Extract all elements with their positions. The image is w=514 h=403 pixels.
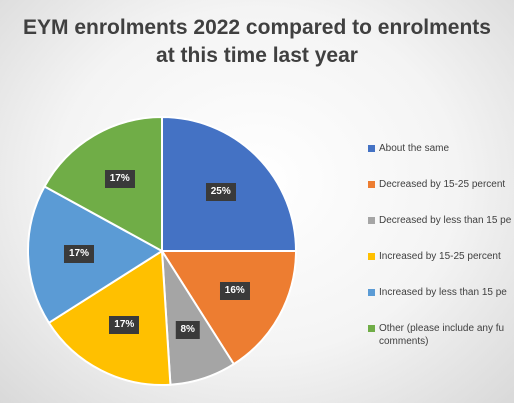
legend-label-5: Other (please include any fu comments) <box>379 323 505 347</box>
legend-item-1: Decreased by 15-25 percent <box>368 178 505 191</box>
data-label-3: 17% <box>109 316 140 335</box>
legend: About the same Decreased by 15-25 percent… <box>368 142 514 358</box>
chart-title: EYM enrolments 2022 compared to enrolmen… <box>0 14 514 70</box>
pie-slice-4 <box>27 185 164 325</box>
data-label-1: 16% <box>219 282 250 301</box>
legend-item-5: Other (please include any fu comments) <box>368 322 504 348</box>
legend-item-0: About the same <box>368 142 449 155</box>
legend-item-4: Increased by less than 15 pe <box>368 286 507 299</box>
pie-slice-1 <box>160 250 298 366</box>
legend-swatch-5 <box>368 325 375 332</box>
legend-item-3: Increased by 15-25 percent <box>368 250 501 263</box>
legend-swatch-2 <box>368 217 375 224</box>
legend-label-1: Decreased by 15-25 percent <box>379 179 506 190</box>
data-label-4: 17% <box>63 244 94 263</box>
data-label-0: 25% <box>205 183 236 202</box>
legend-label-4: Increased by less than 15 pe <box>379 287 507 298</box>
pie-slice-5 <box>43 115 163 253</box>
legend-swatch-3 <box>368 253 375 260</box>
legend-label-2: Decreased by less than 15 pe <box>379 215 512 226</box>
data-label-2: 8% <box>175 321 200 339</box>
legend-label-3: Increased by 15-25 percent <box>379 251 501 262</box>
legend-swatch-1 <box>368 181 375 188</box>
legend-swatch-4 <box>368 289 375 296</box>
chart-title-line-2: at this time last year <box>156 44 358 67</box>
data-label-5: 17% <box>104 170 135 189</box>
legend-item-2: Decreased by less than 15 pe <box>368 214 511 227</box>
chart-title-line-1: EYM enrolments 2022 compared to enrolmen… <box>23 16 491 39</box>
legend-swatch-0 <box>368 145 375 152</box>
legend-label-0: About the same <box>379 143 450 154</box>
